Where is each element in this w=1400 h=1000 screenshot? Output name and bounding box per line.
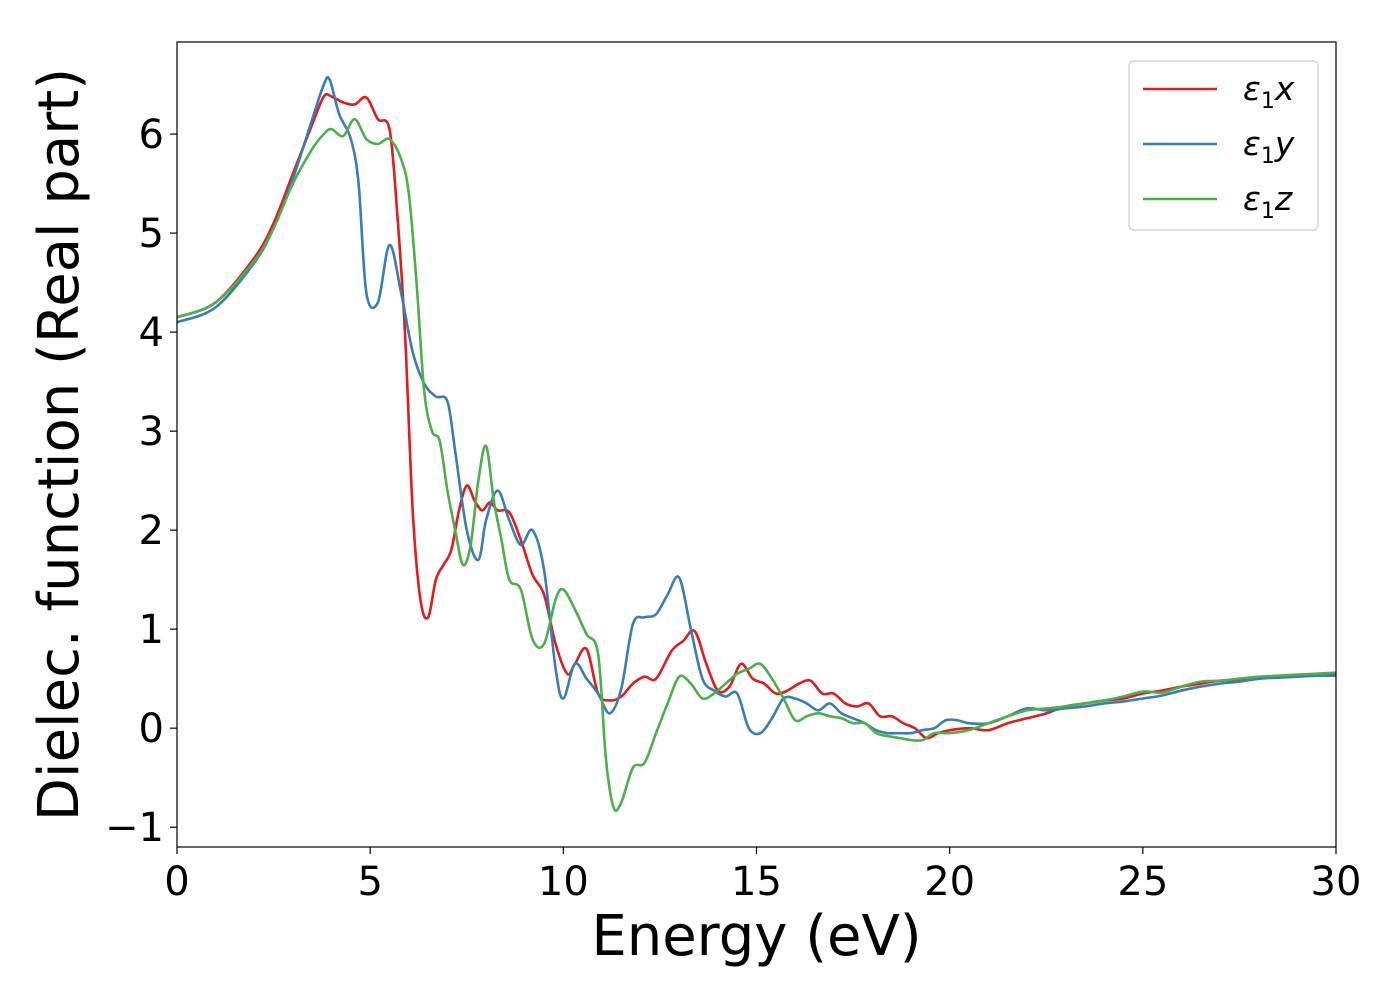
y-tick-label: 0 [139, 706, 164, 752]
y-tick-label: 6 [139, 112, 164, 158]
x-axis-ticks: 0 5 10 15 20 25 30 [164, 847, 1361, 905]
legend-entry-label: ε1y [1243, 124, 1295, 169]
y-tick-label: 5 [139, 211, 164, 257]
legend-component: z [1274, 179, 1293, 218]
legend-subscript: 1 [1261, 144, 1275, 169]
y-tick-label: 3 [139, 409, 164, 455]
y-tick-label: 2 [139, 508, 164, 554]
y-axis-title: Dielec. function (Real part) [27, 68, 92, 821]
series-line-e1z [177, 117, 1336, 813]
legend-entry-label: ε1z [1243, 179, 1293, 224]
legend-symbol: ε [1243, 69, 1261, 108]
x-tick-label: 25 [1117, 859, 1168, 905]
x-tick-label: 30 [1311, 859, 1362, 905]
y-axis-ticks: −1 0 1 2 3 4 5 6 [105, 112, 177, 851]
y-tick-label: 4 [139, 310, 164, 356]
y-tick-label: 1 [139, 607, 164, 653]
legend-subscript: 1 [1261, 199, 1275, 224]
x-tick-label: 0 [164, 859, 189, 905]
legend-box [1128, 60, 1319, 231]
legend-symbol: ε [1243, 124, 1261, 163]
x-tick-label: 15 [731, 859, 782, 905]
x-tick-label: 5 [357, 859, 382, 905]
x-tick-label: 10 [538, 859, 589, 905]
legend-component: y [1274, 124, 1295, 163]
y-tick-label: −1 [105, 805, 164, 851]
legend-component: x [1274, 69, 1295, 108]
series-line-e1y [177, 75, 1336, 736]
legend-entry-label: ε1x [1243, 69, 1295, 114]
x-axis-title: Energy (eV) [591, 904, 921, 969]
legend-subscript: 1 [1261, 89, 1275, 114]
legend-symbol: ε [1243, 179, 1261, 218]
series-layer [177, 75, 1336, 813]
x-tick-label: 20 [924, 859, 975, 905]
